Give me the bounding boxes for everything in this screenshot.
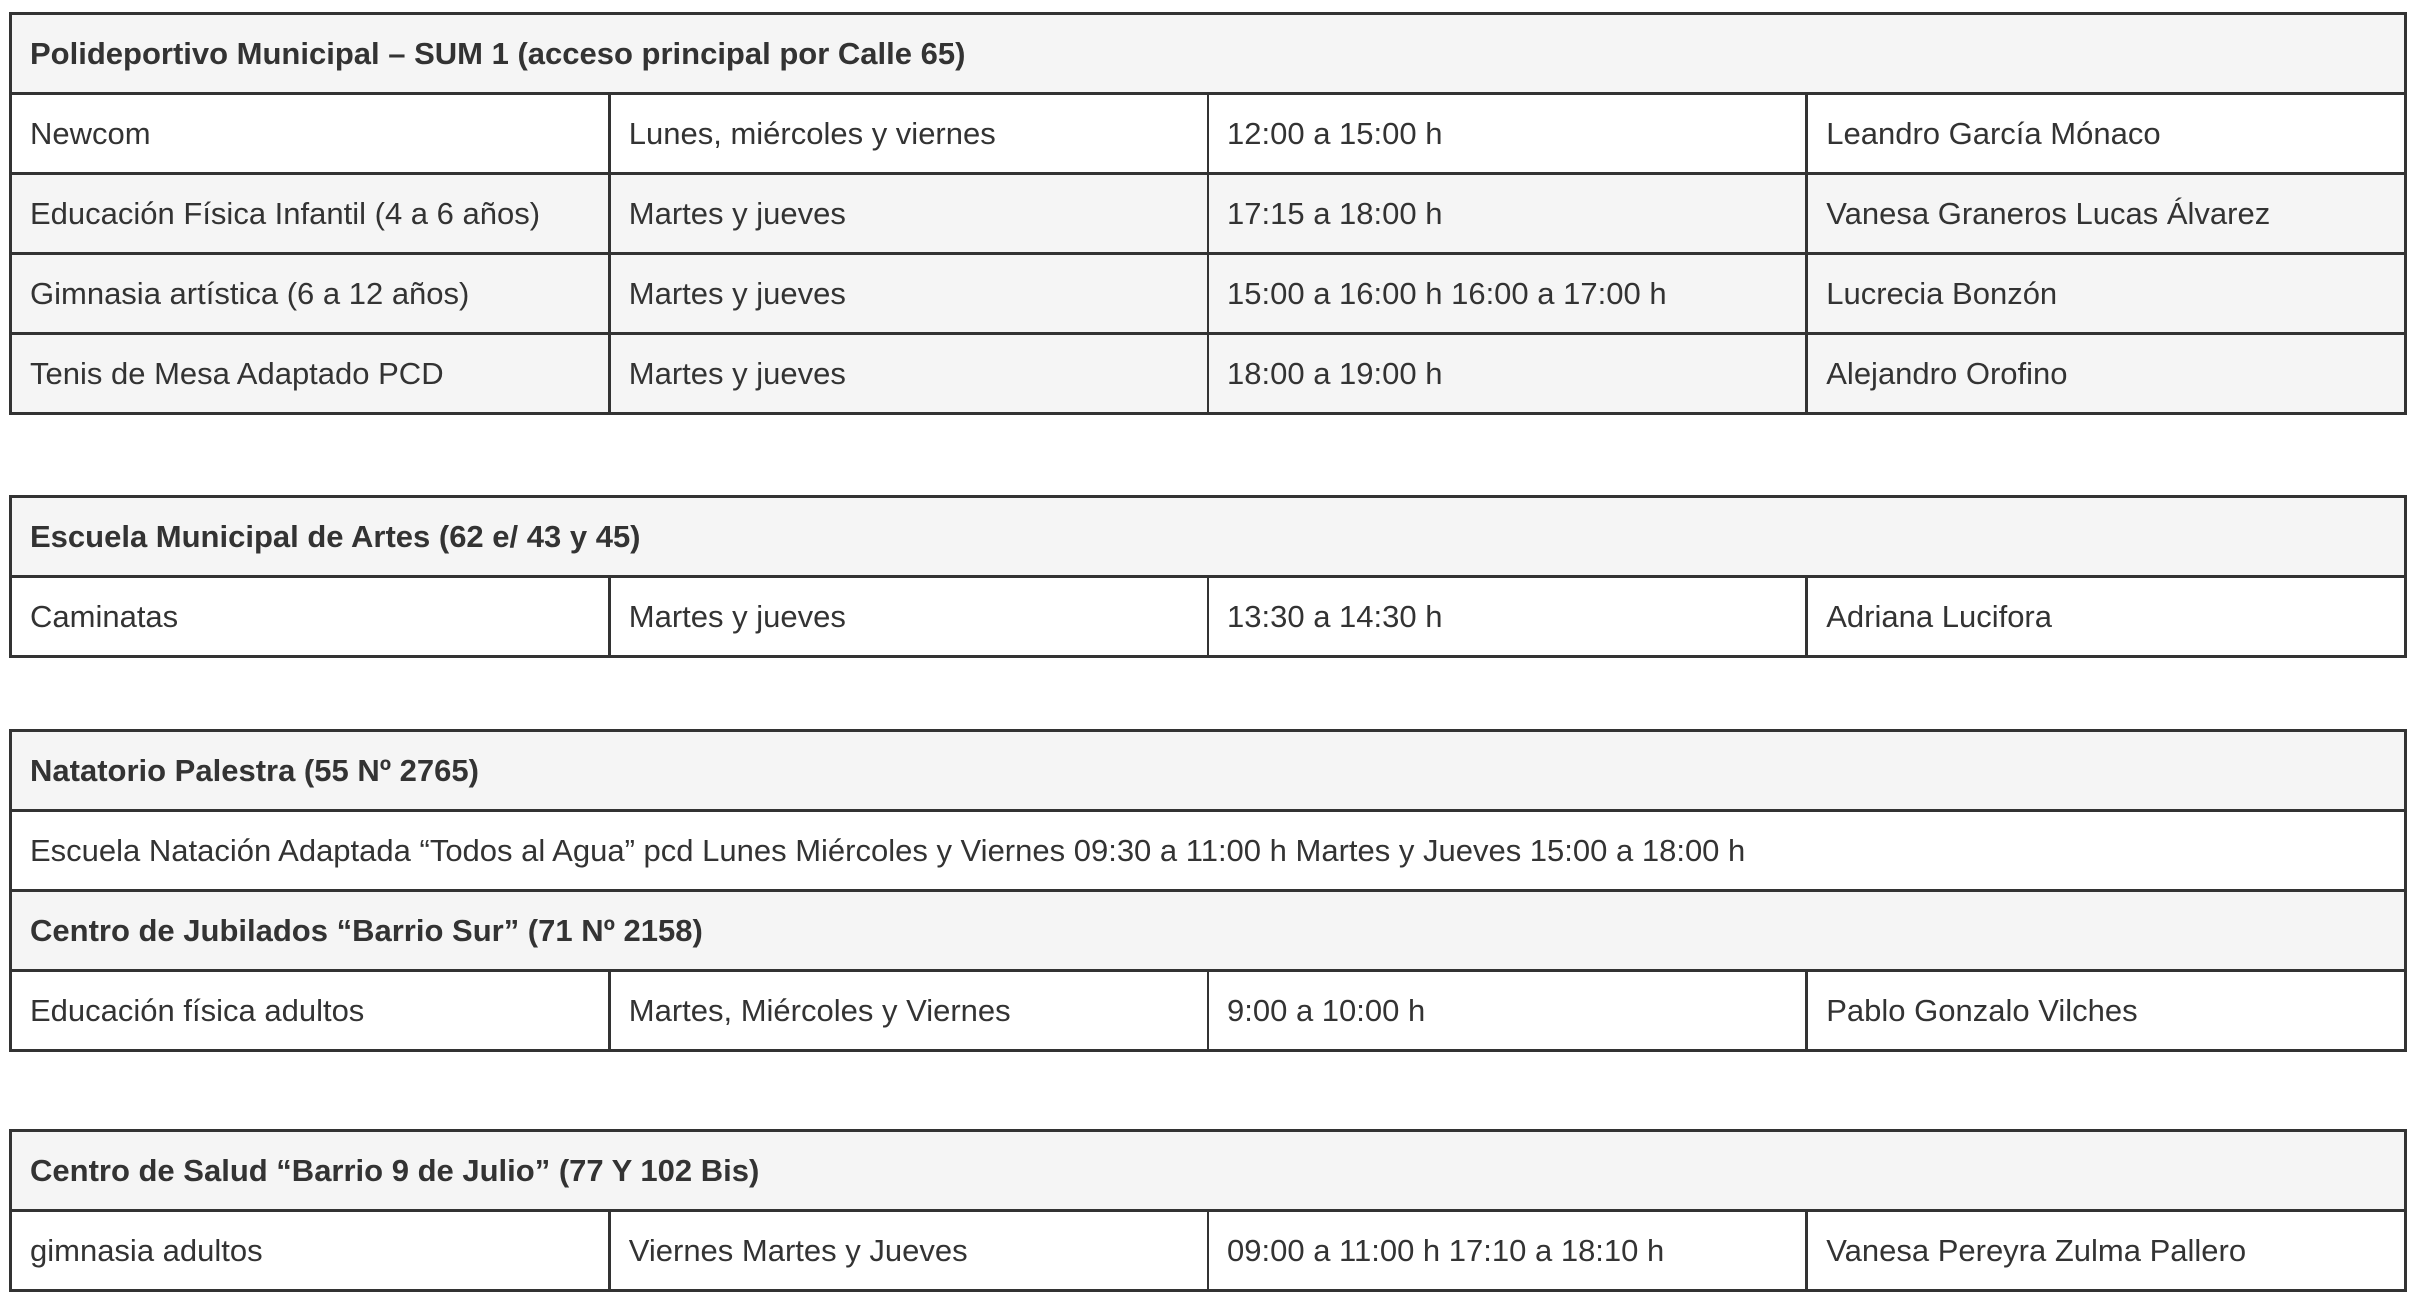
days-cell: Martes y jueves bbox=[608, 252, 1209, 335]
time-cell: 13:30 a 14:30 h bbox=[1207, 575, 1808, 658]
instructor-cell: Adriana Lucifora bbox=[1805, 575, 2407, 658]
time-cell: 09:00 a 11:00 h 17:10 a 18:10 h bbox=[1207, 1209, 1808, 1292]
time-cell: 12:00 a 15:00 h bbox=[1207, 92, 1808, 175]
table-row: Caminatas Martes y jueves 13:30 a 14:30 … bbox=[9, 575, 2407, 658]
days-cell: Martes, Miércoles y Viernes bbox=[608, 969, 1209, 1052]
section-title: Natatorio Palestra (55 Nº 2765) bbox=[9, 729, 2407, 812]
table-escuela-artes: Escuela Municipal de Artes (62 e/ 43 y 4… bbox=[9, 495, 2407, 658]
table-row: Educación Física Infantil (4 a 6 años) M… bbox=[9, 172, 2407, 255]
section-title: Centro de Salud “Barrio 9 de Julio” (77 … bbox=[9, 1129, 2407, 1212]
table-row: Gimnasia artística (6 a 12 años) Martes … bbox=[9, 252, 2407, 335]
days-cell: Viernes Martes y Jueves bbox=[608, 1209, 1209, 1292]
time-cell: 17:15 a 18:00 h bbox=[1207, 172, 1808, 255]
time-cell: 18:00 a 19:00 h bbox=[1207, 332, 1808, 415]
activity-cell: Gimnasia artística (6 a 12 años) bbox=[9, 252, 611, 335]
section-title: Polideportivo Municipal – SUM 1 (acceso … bbox=[9, 12, 2407, 95]
instructor-cell: Vanesa Graneros Lucas Álvarez bbox=[1805, 172, 2407, 255]
section-title: Escuela Municipal de Artes (62 e/ 43 y 4… bbox=[9, 495, 2407, 578]
days-cell: Martes y jueves bbox=[608, 575, 1209, 658]
table-row: Educación física adultos Martes, Miércol… bbox=[9, 969, 2407, 1052]
table-natatorio: Natatorio Palestra (55 Nº 2765) Escuela … bbox=[9, 729, 2407, 1052]
activity-cell: Educación Física Infantil (4 a 6 años) bbox=[9, 172, 611, 255]
activity-cell: Caminatas bbox=[9, 575, 611, 658]
table-row: Tenis de Mesa Adaptado PCD Martes y juev… bbox=[9, 332, 2407, 415]
time-cell: 15:00 a 16:00 h 16:00 a 17:00 h bbox=[1207, 252, 1808, 335]
table-polideportivo: Polideportivo Municipal – SUM 1 (acceso … bbox=[9, 12, 2407, 415]
activity-cell: Educación física adultos bbox=[9, 969, 611, 1052]
table-centro-salud: Centro de Salud “Barrio 9 de Julio” (77 … bbox=[9, 1129, 2407, 1292]
instructor-cell: Lucrecia Bonzón bbox=[1805, 252, 2407, 335]
instructor-cell: Pablo Gonzalo Vilches bbox=[1805, 969, 2407, 1052]
table-row: Newcom Lunes, miércoles y viernes 12:00 … bbox=[9, 92, 2407, 175]
activity-cell: gimnasia adultos bbox=[9, 1209, 611, 1292]
days-cell: Martes y jueves bbox=[608, 332, 1209, 415]
time-cell: 9:00 a 10:00 h bbox=[1207, 969, 1808, 1052]
days-cell: Lunes, miércoles y viernes bbox=[608, 92, 1209, 175]
table-row: gimnasia adultos Viernes Martes y Jueves… bbox=[9, 1209, 2407, 1292]
instructor-cell: Leandro García Mónaco bbox=[1805, 92, 2407, 175]
section-subtitle: Centro de Jubilados “Barrio Sur” (71 Nº … bbox=[9, 889, 2407, 972]
activity-cell: Tenis de Mesa Adaptado PCD bbox=[9, 332, 611, 415]
days-cell: Martes y jueves bbox=[608, 172, 1209, 255]
activity-cell: Newcom bbox=[9, 92, 611, 175]
instructor-cell: Alejandro Orofino bbox=[1805, 332, 2407, 415]
full-row-cell: Escuela Natación Adaptada “Todos al Agua… bbox=[9, 809, 2407, 892]
instructor-cell: Vanesa Pereyra Zulma Pallero bbox=[1805, 1209, 2407, 1292]
